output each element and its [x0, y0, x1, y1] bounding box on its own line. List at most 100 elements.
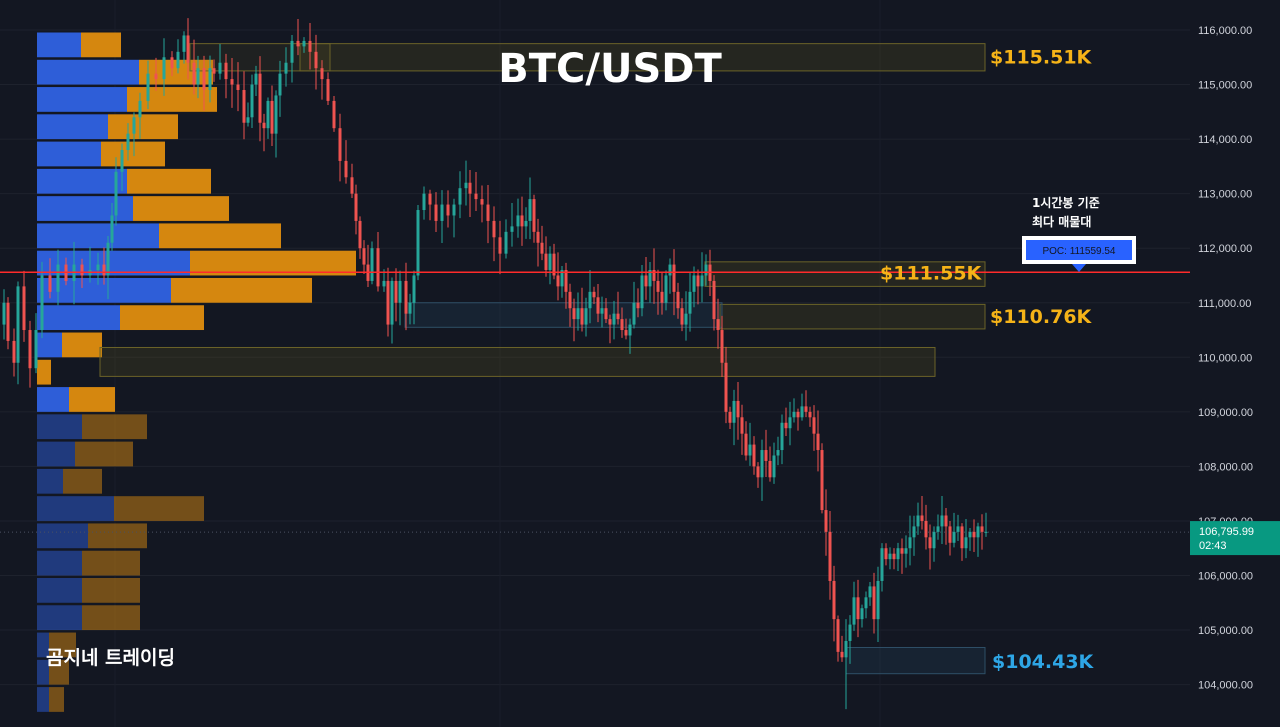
- candle-body: [804, 406, 808, 412]
- candle-body: [162, 57, 166, 80]
- price-tick-label: 113,000.00: [1198, 189, 1252, 201]
- candle-body: [34, 330, 38, 369]
- candle-body: [290, 40, 294, 63]
- candle-body: [110, 215, 114, 243]
- poc-note-line1: 1시간봉 기준: [1032, 195, 1100, 210]
- candle-body: [390, 280, 394, 325]
- candle-body: [672, 264, 676, 292]
- candle-body: [832, 580, 836, 620]
- candle-body: [2, 302, 6, 325]
- candle-body: [960, 526, 964, 549]
- candle-body: [856, 597, 860, 620]
- candle-body: [224, 62, 228, 80]
- candle-body: [434, 204, 438, 221]
- zone-demand: [845, 647, 986, 675]
- candle-body: [516, 215, 520, 227]
- candle-body: [764, 450, 768, 461]
- candle-body: [796, 411, 800, 418]
- candle-body: [572, 308, 576, 320]
- candle-body: [800, 406, 804, 418]
- price-tick-label: 109,000.00: [1198, 407, 1253, 419]
- candle-body: [692, 275, 696, 292]
- profile-sell-bar: [127, 87, 217, 112]
- candle-body: [864, 597, 868, 609]
- candle-body: [812, 417, 816, 434]
- candle-body: [382, 280, 386, 287]
- candle-body: [656, 280, 660, 292]
- level-label: $110.76K: [990, 306, 1093, 328]
- candle-body: [588, 291, 592, 309]
- candle-body: [96, 264, 100, 271]
- candle-body: [624, 330, 628, 336]
- zone-demand: [404, 302, 723, 328]
- candle-body: [696, 275, 700, 287]
- zone-supply: [99, 346, 936, 377]
- volume-profile: [37, 32, 356, 712]
- profile-buy-bar: [37, 332, 62, 358]
- candle-body: [788, 417, 792, 429]
- candle-body: [358, 220, 362, 249]
- candle-body: [422, 193, 426, 211]
- candle-body: [648, 270, 652, 287]
- candle-body: [916, 515, 920, 527]
- candle-body: [908, 537, 912, 549]
- candle-body: [354, 193, 358, 221]
- candle-body: [320, 68, 324, 80]
- candle-body: [458, 188, 462, 205]
- candle-body: [474, 193, 478, 200]
- candle-body: [776, 450, 780, 456]
- chart-title: BTC/USDT: [498, 46, 722, 92]
- candle-body: [28, 330, 32, 369]
- candle-body: [604, 308, 608, 320]
- profile-buy-bar: [37, 387, 69, 412]
- candle-body: [270, 100, 274, 134]
- candle-body: [186, 35, 190, 63]
- candle-body: [510, 226, 514, 232]
- candle-body: [192, 62, 196, 85]
- candle-body: [536, 231, 540, 243]
- profile-sell-bar: [127, 168, 211, 194]
- candle-body: [848, 624, 852, 641]
- profile-buy-bar: [37, 523, 88, 549]
- candle-body: [768, 460, 772, 478]
- candle-body: [820, 450, 824, 511]
- profile-buy-bar: [37, 496, 114, 521]
- candle-body: [900, 548, 904, 554]
- candle-body: [350, 177, 354, 194]
- candle-body: [600, 308, 604, 314]
- candle-body: [398, 280, 402, 303]
- candle-body: [486, 204, 490, 221]
- price-tick-label: 106,000.00: [1198, 571, 1253, 583]
- candle-body: [56, 264, 60, 292]
- candle-body: [332, 100, 336, 129]
- poc-box: [1026, 240, 1132, 260]
- profile-sell-bar: [81, 32, 121, 58]
- profile-sell-bar: [49, 632, 76, 658]
- countdown-label: 02:43: [1199, 540, 1227, 552]
- candle-body: [940, 515, 944, 527]
- candle-body: [652, 270, 656, 281]
- candle-body: [22, 286, 26, 331]
- price-tick-label: 114,000.00: [1198, 134, 1252, 146]
- candle-body: [296, 40, 300, 47]
- profile-buy-bar: [37, 632, 49, 658]
- candle-body: [258, 73, 262, 123]
- candle-body: [968, 531, 972, 538]
- candle-body: [740, 417, 744, 434]
- candle-body: [712, 280, 716, 320]
- candle-body: [326, 79, 330, 101]
- candle-body: [524, 220, 528, 227]
- candle-body: [944, 515, 948, 527]
- profile-buy-bar: [37, 250, 190, 276]
- candle-body: [278, 73, 282, 96]
- candle-body: [338, 128, 342, 161]
- profile-sell-bar: [120, 305, 204, 331]
- candle-body: [344, 160, 348, 178]
- level-label: $111.55K: [880, 263, 983, 285]
- candle-body: [680, 308, 684, 325]
- candle-body: [16, 286, 20, 363]
- candle-body: [250, 84, 254, 118]
- candle-body: [792, 411, 796, 418]
- profile-sell-bar: [82, 605, 140, 631]
- candle-body: [880, 548, 884, 581]
